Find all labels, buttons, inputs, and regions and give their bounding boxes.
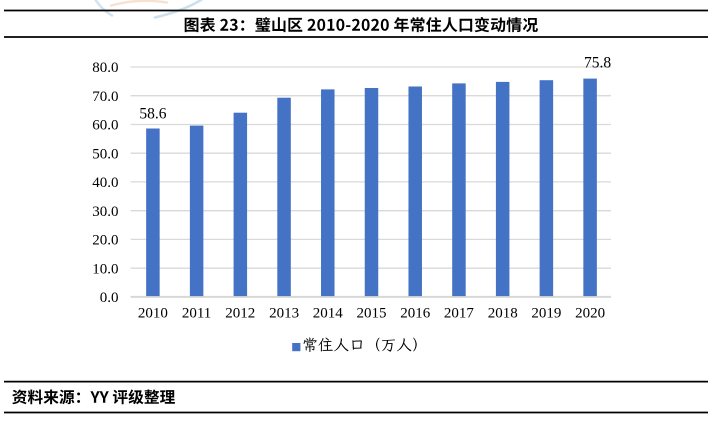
svg-text:2017: 2017 — [444, 305, 475, 321]
svg-text:20.0: 20.0 — [92, 233, 118, 249]
svg-text:80.0: 80.0 — [92, 60, 118, 76]
svg-text:50.0: 50.0 — [92, 146, 118, 162]
svg-text:10.0: 10.0 — [92, 261, 118, 277]
svg-text:30.0: 30.0 — [92, 204, 118, 220]
svg-text:60.0: 60.0 — [92, 118, 118, 134]
svg-text:2019: 2019 — [531, 305, 561, 321]
svg-text:70.0: 70.0 — [92, 89, 118, 105]
svg-text:2020: 2020 — [575, 305, 605, 321]
svg-text:2016: 2016 — [400, 305, 431, 321]
svg-text:2013: 2013 — [269, 305, 299, 321]
svg-text:2015: 2015 — [357, 305, 387, 321]
svg-text:2018: 2018 — [488, 305, 518, 321]
svg-text:2014: 2014 — [313, 305, 344, 321]
svg-text:58.6: 58.6 — [139, 106, 166, 123]
svg-text:2010: 2010 — [138, 305, 168, 321]
svg-text:2011: 2011 — [182, 305, 211, 321]
svg-text:40.0: 40.0 — [92, 175, 118, 191]
svg-text:0.0: 0.0 — [100, 290, 119, 306]
svg-text:75.8: 75.8 — [584, 54, 611, 71]
svg-text:2012: 2012 — [225, 305, 255, 321]
